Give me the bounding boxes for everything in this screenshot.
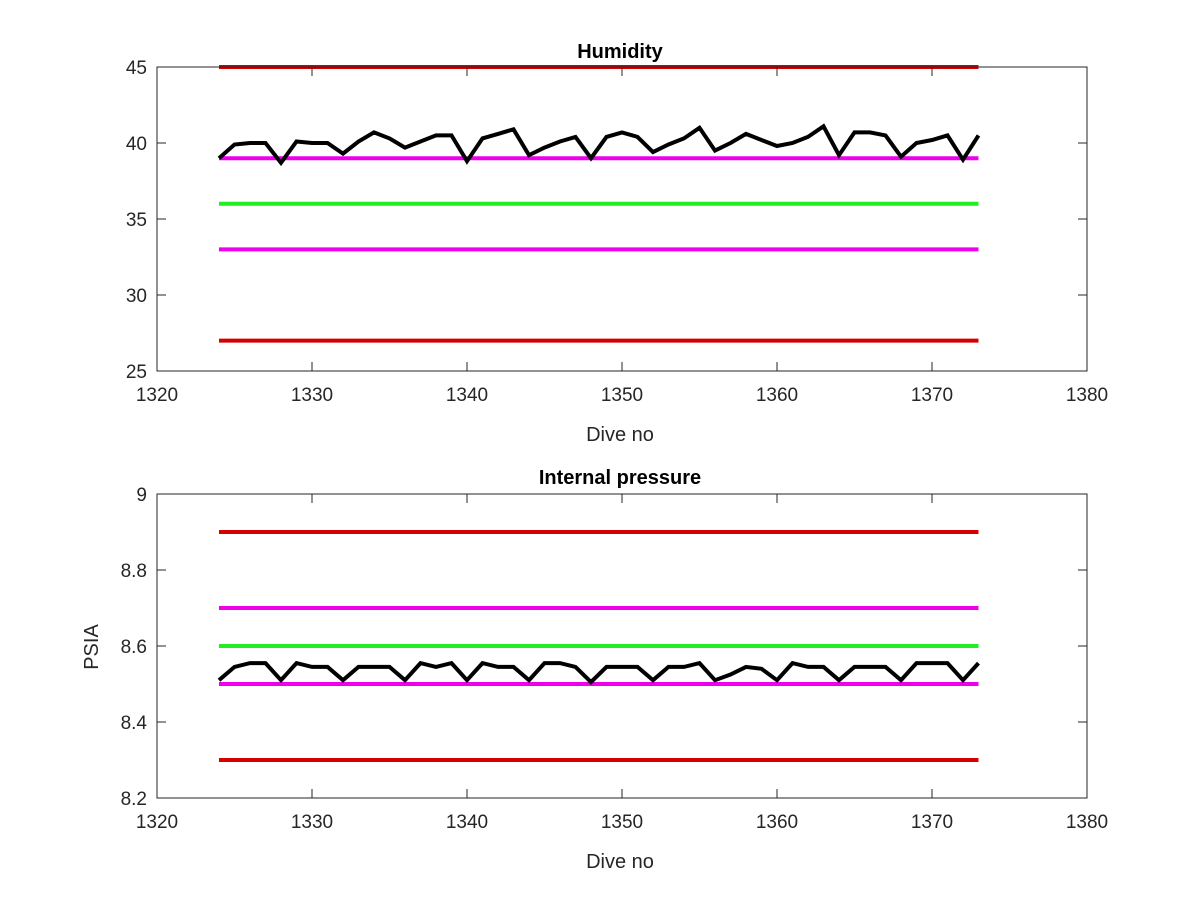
internal-pressure-ytick-label: 9 bbox=[136, 485, 147, 506]
internal-pressure-series-line-0 bbox=[217, 660, 980, 685]
internal-pressure-ytick-label: 8.2 bbox=[121, 789, 147, 810]
internal-pressure-ytick-label: 8.8 bbox=[121, 561, 147, 582]
internal-pressure-xlabel: Dive no bbox=[586, 851, 654, 873]
humidity-xtick-label: 1350 bbox=[601, 385, 643, 406]
humidity-title: Humidity bbox=[577, 41, 663, 63]
humidity-ytick-label: 25 bbox=[126, 362, 147, 383]
internal-pressure-title: Internal pressure bbox=[539, 467, 701, 489]
humidity-ytick-label: 30 bbox=[126, 286, 147, 307]
internal-pressure-xtick-label: 1330 bbox=[291, 812, 333, 833]
internal-pressure-xtick-label: 1360 bbox=[756, 812, 798, 833]
humidity-xtick-label: 1340 bbox=[446, 385, 488, 406]
humidity-xtick-label: 1360 bbox=[756, 385, 798, 406]
humidity-ytick-label: 45 bbox=[126, 58, 147, 79]
humidity-xtick-label: 1380 bbox=[1066, 385, 1108, 406]
humidity-ytick-label: 40 bbox=[126, 134, 147, 155]
internal-pressure-ytick-label: 8.4 bbox=[121, 713, 148, 734]
humidity-xtick-label: 1320 bbox=[136, 385, 178, 406]
internal-pressure-panel: Internal pressure Dive no PSIA 1320 1330 1… bbox=[81, 467, 1108, 873]
humidity-series-line-0 bbox=[217, 123, 981, 167]
internal-pressure-ytick-label: 8.6 bbox=[121, 637, 147, 658]
humidity-xlabel: Dive no bbox=[586, 424, 654, 446]
humidity-xtick-label: 1330 bbox=[291, 385, 333, 406]
internal-pressure-xtick-label: 1380 bbox=[1066, 812, 1108, 833]
humidity-panel: Humidity Dive no 1320 1330 1340 1350 1360 137… bbox=[126, 41, 1108, 446]
humidity-ytick-label: 35 bbox=[126, 210, 147, 231]
internal-pressure-ylabel: PSIA bbox=[81, 624, 103, 670]
internal-pressure-xtick-label: 1370 bbox=[911, 812, 953, 833]
humidity-xtick-label: 1370 bbox=[911, 385, 953, 406]
internal-pressure-xtick-label: 1350 bbox=[601, 812, 643, 833]
internal-pressure-xtick-label: 1320 bbox=[136, 812, 178, 833]
internal-pressure-xtick-label: 1340 bbox=[446, 812, 488, 833]
